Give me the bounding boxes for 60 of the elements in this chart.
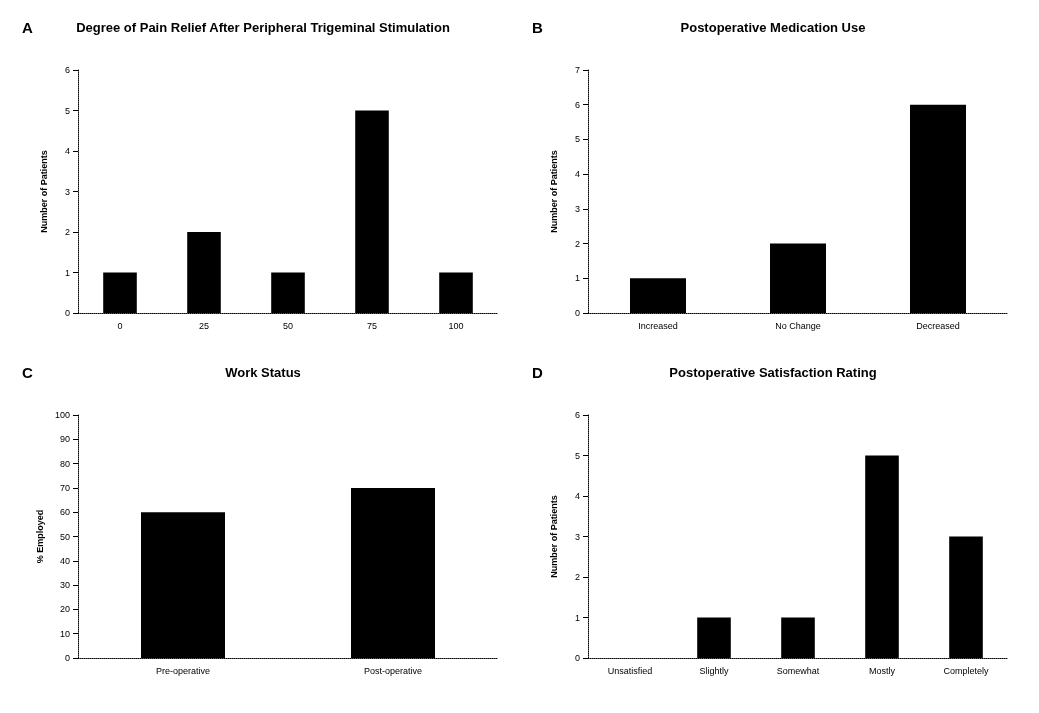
y-tick-label: 5 xyxy=(64,105,70,116)
y-tick-label: 4 xyxy=(574,169,580,180)
x-tick-label: Post-operative xyxy=(363,665,423,676)
y-tick-label: 50 xyxy=(59,531,70,542)
x-tick-label: Mostly xyxy=(868,665,896,676)
x-tick-label: 100 xyxy=(448,320,464,331)
x-tick-label: No Change xyxy=(775,320,821,331)
x-tick-label: Pre-operative xyxy=(155,665,211,676)
chart-title: Postoperative Satisfaction Rating xyxy=(669,365,877,380)
y-tick-label: 100 xyxy=(54,410,70,420)
chart-title: Postoperative Medication Use xyxy=(680,20,866,35)
y-axis-title: % Employed xyxy=(34,509,45,564)
y-tick-label: 5 xyxy=(574,450,580,461)
x-tick-label: Unsatisfied xyxy=(607,665,653,676)
chart-title: Degree of Pain Relief After Peripheral Trigeminal Stimulation xyxy=(76,20,450,35)
y-tick-label: 40 xyxy=(59,555,70,566)
y-axis-title: Number of Patients xyxy=(548,150,559,233)
text: A xyxy=(22,19,33,36)
text: D xyxy=(532,364,543,381)
y-tick-label: 3 xyxy=(574,531,580,542)
y-tick-label: 5 xyxy=(574,134,580,145)
y-tick-label: 1 xyxy=(574,612,580,623)
x-tick-label: 75 xyxy=(366,320,378,331)
y-tick-label: 20 xyxy=(59,604,70,615)
y-tick-label: 0 xyxy=(64,653,70,663)
y-axis-title: Number of Patients xyxy=(38,150,49,233)
y-tick-label: 0 xyxy=(574,653,580,663)
x-tick-label: Somewhat xyxy=(776,665,820,676)
x-tick-label: Increased xyxy=(638,320,678,331)
x-tick-label: 0 xyxy=(117,320,123,331)
y-tick-label: 0 xyxy=(64,308,70,318)
y-tick-label: 6 xyxy=(574,410,580,420)
text: C xyxy=(22,364,33,381)
y-tick-label: 2 xyxy=(574,238,580,249)
y-tick-label: 10 xyxy=(59,628,70,639)
y-tick-label: 7 xyxy=(574,65,580,75)
x-tick-label: 25 xyxy=(198,320,210,331)
y-tick-label: 0 xyxy=(574,308,580,318)
y-tick-label: 80 xyxy=(59,458,70,469)
y-axis-title: Number of Patients xyxy=(548,495,559,578)
y-tick-label: 6 xyxy=(574,99,580,110)
y-tick-label: 1 xyxy=(574,273,580,284)
y-tick-label: 2 xyxy=(64,227,70,237)
y-tick-label: 1 xyxy=(64,267,70,278)
text: B xyxy=(532,19,543,36)
x-tick-label: 50 xyxy=(282,320,294,331)
chart-title: Work Status xyxy=(225,365,301,380)
y-tick-label: 30 xyxy=(59,580,70,591)
y-tick-label: 60 xyxy=(59,507,70,518)
x-tick-label: Slightly xyxy=(699,665,729,676)
y-tick-label: 4 xyxy=(64,146,70,156)
x-tick-label: Completely xyxy=(943,665,989,676)
y-tick-label: 70 xyxy=(59,482,70,493)
y-tick-label: 4 xyxy=(574,491,580,501)
y-tick-label: 2 xyxy=(574,572,580,582)
y-tick-label: 90 xyxy=(59,434,70,445)
y-tick-label: 6 xyxy=(64,65,70,75)
y-tick-label: 3 xyxy=(64,186,70,197)
y-tick-label: 3 xyxy=(574,203,580,214)
x-tick-label: Decreased xyxy=(916,320,960,331)
